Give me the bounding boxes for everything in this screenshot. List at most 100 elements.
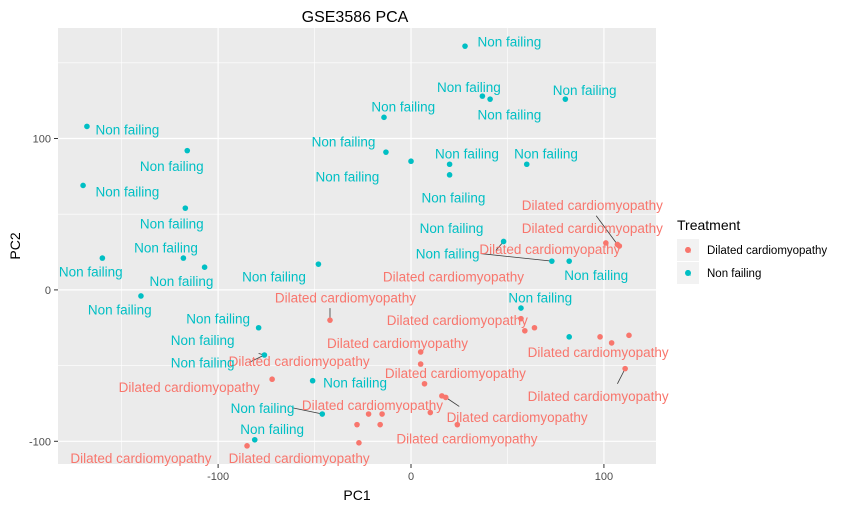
plot-panel <box>58 28 656 464</box>
label-connector <box>617 368 626 384</box>
axes: -100 0 100 -100 0 100 <box>29 134 613 483</box>
point-dilated <box>356 440 362 446</box>
legend-label-nonfailing: Non failing <box>707 268 761 280</box>
point-dilated <box>531 324 538 331</box>
point-dilated <box>379 411 385 417</box>
point-nonfailing <box>383 149 389 155</box>
label-nonfailing: Non failing <box>323 375 387 390</box>
label-nonfailing: Non failing <box>171 356 235 371</box>
label-nonfailing: Non failing <box>96 185 160 200</box>
point-nonfailing <box>446 161 453 168</box>
point-nonfailing <box>261 352 268 358</box>
label-nonfailing: Non failing <box>134 241 198 256</box>
point-nonfailing <box>182 205 189 211</box>
legend-text-dilated: a <box>685 245 691 256</box>
point-dilated <box>603 240 609 246</box>
label-dilated: Dilated cardiomyopathy <box>479 242 620 257</box>
point-dilated <box>327 317 333 323</box>
label-dilated: Dilated cardiomyopathy <box>302 398 443 413</box>
label-nonfailing: Non failing <box>59 265 123 280</box>
point-dilated <box>269 376 275 383</box>
point-nonfailing <box>255 324 262 331</box>
legend-title: Treatment <box>677 217 740 233</box>
y-tick-label: -100 <box>29 436 51 448</box>
label-dilated: Dilated cardiomyopathy <box>229 451 370 466</box>
label-connector <box>293 407 323 415</box>
legend-label-dilated: Dilated cardiomyopathy <box>707 245 827 257</box>
label-dilated: Dilated cardiomyopathy <box>387 313 528 328</box>
label-connector <box>480 253 552 262</box>
label-dilated: Dilated cardiomyopathy <box>119 380 260 395</box>
label-nonfailing: Non failing <box>420 221 484 236</box>
label-nonfailing: Non failing <box>371 100 435 115</box>
label-nonfailing: Non failing <box>477 35 541 50</box>
label-dilated: Dilated cardiomyopathy <box>275 290 416 305</box>
label-dilated: Dilated cardiomyopathy <box>522 198 663 213</box>
point-dilated <box>626 332 632 339</box>
label-nonfailing: Non failing <box>140 159 204 174</box>
point-dilated <box>365 411 372 417</box>
y-axis-label: PC2 <box>7 232 23 259</box>
label-nonfailing: Non failing <box>242 269 306 284</box>
label-nonfailing: Non failing <box>508 290 572 305</box>
point-dilated <box>597 334 603 340</box>
point-nonfailing <box>408 158 414 165</box>
x-axis-label: PC1 <box>343 487 370 503</box>
point-dilated <box>608 340 615 346</box>
legend-text-nonfailing: a <box>685 268 691 279</box>
point-dilated <box>244 443 250 449</box>
point-dilated <box>518 315 524 322</box>
point-nonfailing <box>566 334 572 340</box>
label-connector <box>595 215 618 245</box>
point-nonfailing <box>381 114 387 121</box>
label-nonfailing: Non failing <box>437 80 501 95</box>
point-dilated <box>417 361 424 367</box>
label-nonfailing: Non failing <box>553 83 617 98</box>
point-dilated <box>417 349 424 355</box>
label-dilated: Dilated cardiomyopathy <box>522 221 663 236</box>
label-nonfailing: Non failing <box>88 303 152 318</box>
point-nonfailing <box>566 258 572 264</box>
label-dilated: Dilated cardiomyopathy <box>229 354 370 369</box>
label-nonfailing: Non failing <box>186 312 250 327</box>
point-nonfailing <box>251 436 258 443</box>
x-tick-label: 100 <box>595 471 613 483</box>
y-tick-label: 100 <box>33 134 51 146</box>
label-dilated: Dilated cardiomyopathy <box>528 389 669 404</box>
label-nonfailing: Non failing <box>315 169 379 184</box>
point-nonfailing <box>523 161 530 168</box>
point-nonfailing <box>462 43 468 49</box>
point-nonfailing <box>201 264 208 270</box>
point-nonfailing <box>487 96 493 102</box>
point-nonfailing <box>180 255 187 261</box>
data-points <box>80 43 632 449</box>
point-nonfailing <box>319 411 326 417</box>
label-nonfailing: Non failing <box>564 268 628 283</box>
label-dilated: Dilated cardiomyopathy <box>383 269 524 284</box>
label-nonfailing: Non failing <box>435 147 499 162</box>
label-nonfailing: Non failing <box>96 122 160 137</box>
point-nonfailing <box>99 255 106 261</box>
point-dilated <box>622 365 628 372</box>
label-nonfailing: Non failing <box>514 147 578 162</box>
point-nonfailing <box>84 123 90 130</box>
label-nonfailing: Non failing <box>140 216 204 231</box>
point-dilated <box>354 421 360 428</box>
legend-dot-nonfailing <box>685 270 691 276</box>
label-nonfailing: Non failing <box>422 191 486 206</box>
point-nonfailing <box>562 96 569 102</box>
point-dilated <box>454 421 461 428</box>
y-tick-label: 0 <box>45 285 51 297</box>
label-nonfailing: Non failing <box>231 401 295 416</box>
label-nonfailing: Non failing <box>312 135 376 150</box>
point-dilated <box>442 394 449 401</box>
point-nonfailing <box>479 93 486 99</box>
label-dilated: Dilated cardiomyopathy <box>327 336 468 351</box>
point-nonfailing <box>184 147 191 154</box>
point-nonfailing <box>549 258 555 264</box>
chart-title: GSE3586 PCA <box>302 9 409 26</box>
legend: Treatment a Dilated cardiomyopathy a Non… <box>677 217 827 284</box>
label-nonfailing: Non failing <box>416 247 480 262</box>
legend-dot-dilated <box>685 247 691 253</box>
